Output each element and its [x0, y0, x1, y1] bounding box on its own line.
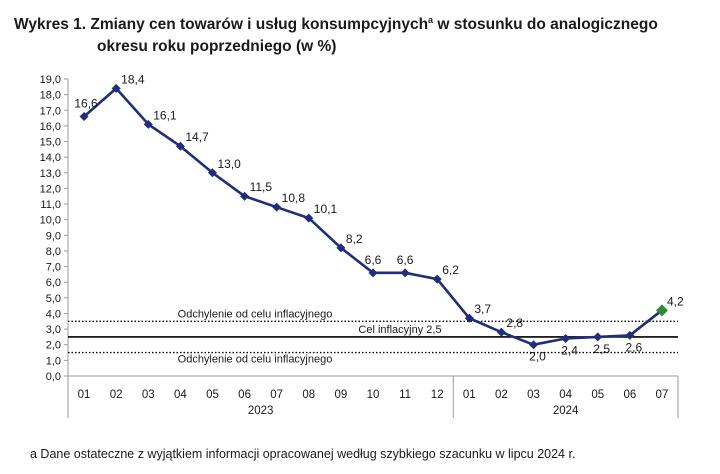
data-point: [240, 191, 250, 201]
y-tick-label: 9,0: [46, 230, 61, 242]
data-label: 11,5: [250, 180, 273, 194]
data-label: 10,1: [314, 202, 338, 216]
data-label: 4,2: [667, 294, 684, 308]
y-tick-label: 7,0: [46, 262, 61, 274]
y-tick-label: 3,0: [46, 324, 61, 336]
x-tick-label: 12: [431, 389, 444, 401]
data-point: [143, 119, 153, 129]
x-tick-label: 03: [527, 389, 540, 401]
x-tick-label: 07: [270, 389, 283, 401]
y-tick-label: 10,0: [40, 215, 61, 227]
y-tick-label: 5,0: [46, 293, 61, 305]
data-point: [79, 112, 89, 122]
data-label: 10,8: [282, 191, 306, 205]
footnote-marker: a: [428, 14, 434, 25]
data-point: [529, 340, 539, 350]
data-point: [593, 332, 603, 342]
footnote: a Dane ostateczne z wyjątkiem informacji…: [30, 447, 576, 461]
y-tick-label: 1,0: [46, 355, 61, 367]
x-year-label: 2024: [553, 405, 579, 417]
data-label: 3,7: [474, 302, 491, 316]
data-point: [496, 327, 506, 337]
data-label: 6,2: [442, 263, 459, 277]
data-label: 16,1: [153, 108, 177, 122]
data-point: [400, 268, 410, 278]
y-tick-label: 16,0: [40, 121, 61, 133]
y-tick-label: 15,0: [40, 137, 61, 149]
data-point: [175, 141, 185, 151]
data-point: [272, 202, 282, 212]
y-tick-label: 4,0: [46, 308, 61, 320]
x-tick-label: 09: [334, 389, 347, 401]
y-tick-label: 17,0: [40, 105, 61, 117]
y-tick-label: 12,0: [40, 183, 61, 195]
title-line-1-end: w stosunku do analogicznego: [433, 16, 658, 33]
highlight-point: [655, 304, 668, 317]
x-tick-label: 02: [110, 389, 123, 401]
data-label: 16,6: [74, 97, 98, 111]
x-tick-label: 06: [238, 389, 251, 401]
x-tick-label: 05: [206, 389, 219, 401]
data-label: 2,8: [506, 316, 523, 330]
data-point: [625, 330, 635, 340]
data-point: [111, 83, 121, 93]
y-tick-label: 18,0: [40, 90, 61, 102]
x-tick-label: 03: [142, 389, 155, 401]
data-label: 14,7: [185, 130, 209, 144]
data-point: [304, 213, 314, 223]
title-prefix: Wykres 1.: [14, 16, 87, 33]
x-tick-label: 05: [591, 389, 604, 401]
data-point: [207, 168, 217, 178]
data-label: 2,5: [593, 342, 610, 356]
data-label: 8,2: [346, 232, 363, 246]
data-label: 2,6: [625, 340, 642, 354]
y-tick-label: 8,0: [46, 246, 61, 258]
series-line: [83, 87, 663, 347]
x-tick-label: 07: [656, 389, 669, 401]
tolerance-label: Odchylenie od celu inflacyjnego: [178, 354, 333, 366]
data-point: [336, 243, 346, 253]
data-label: 2,4: [561, 343, 578, 357]
x-tick-label: 08: [302, 389, 315, 401]
x-tick-label: 01: [463, 389, 476, 401]
data-point: [368, 268, 378, 278]
y-tick-label: 2,0: [46, 340, 61, 352]
y-tick-label: 11,0: [40, 199, 61, 211]
x-tick-label: 01: [78, 389, 91, 401]
data-label: 6,6: [365, 253, 382, 267]
data-label: 18,4: [121, 72, 145, 86]
tolerance-label: Odchylenie od celu inflacyjnego: [178, 308, 333, 320]
x-tick-label: 11: [399, 389, 411, 401]
target-label: Cel inflacyjny 2,5: [358, 324, 441, 336]
x-tick-label: 04: [174, 389, 187, 401]
data-label: 13,0: [217, 157, 241, 171]
y-tick-label: 6,0: [46, 277, 61, 289]
data-point: [464, 313, 474, 323]
title-line-1: Wykres 1. Zmiany cen towarów i usług kon…: [14, 14, 714, 36]
y-tick-label: 14,0: [40, 152, 61, 164]
chart-title: Wykres 1. Zmiany cen towarów i usług kon…: [14, 14, 714, 58]
x-tick-label: 04: [559, 389, 572, 401]
x-tick-label: 10: [367, 389, 380, 401]
x-tick-label: 06: [623, 389, 636, 401]
y-tick-label: 0,0: [46, 371, 61, 383]
x-year-label: 2023: [248, 405, 274, 417]
y-tick-label: 13,0: [40, 168, 61, 180]
data-label: 2,0: [529, 350, 546, 364]
data-point: [561, 333, 571, 343]
data-label: 6,6: [397, 253, 414, 267]
y-tick-label: 19,0: [40, 74, 61, 86]
title-main: Zmiany cen towarów i usług konsumpcyjnyc…: [90, 16, 429, 33]
data-point: [432, 274, 442, 284]
title-line-2: okresu roku poprzedniego (w %): [97, 38, 337, 55]
x-tick-label: 02: [495, 389, 508, 401]
